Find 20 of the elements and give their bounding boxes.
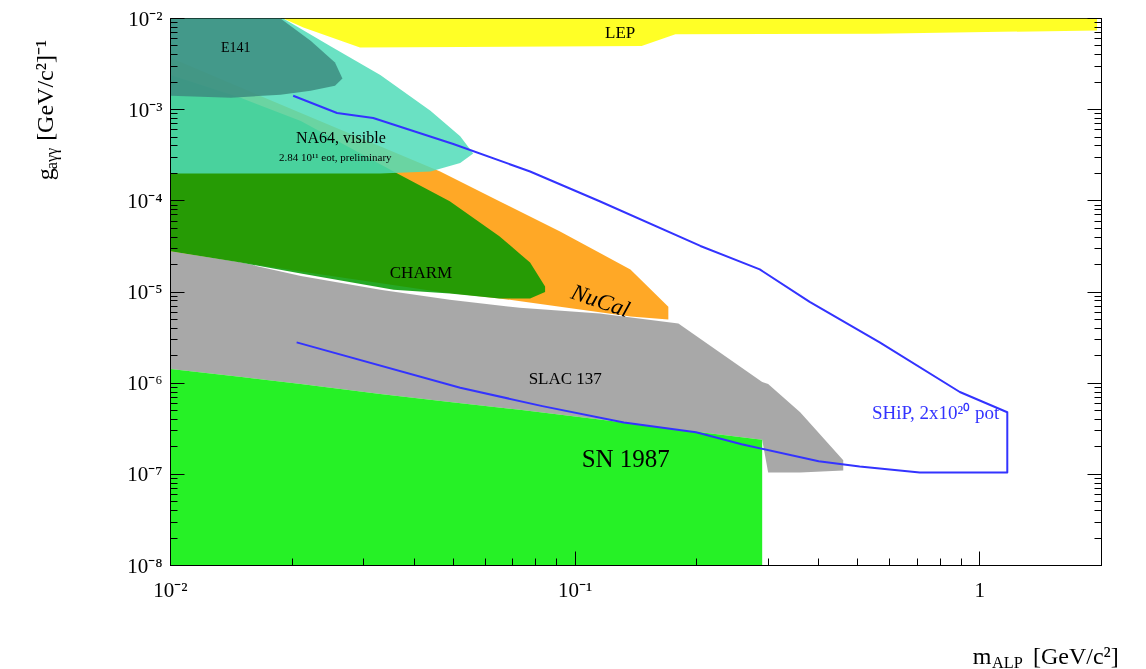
x-tick-label: 10⁻² [153,577,188,602]
x-tick-label: 10⁻¹ [557,577,593,602]
annotation: 2.84 10¹¹ eot, preliminary [278,151,393,164]
y-tick-label: 10⁻³ [128,97,163,122]
x-tick-label: 1 [974,577,985,602]
series-label: SHiP, 2x10²⁰ pot [872,401,1001,423]
y-tick-label: 10⁻⁵ [127,280,163,304]
y-tick-label: 10⁻⁴ [127,188,163,213]
annotation: NuCal [567,278,634,323]
y-tick-label: 10⁻⁶ [127,371,163,396]
y-tick-label: 10⁻² [128,6,163,31]
annotation: SLAC 137 [528,368,603,388]
y-axis-title: gaγγ [GeV/c²]⁻¹ [31,39,61,181]
annotation: E141 [220,39,251,55]
annotation: SN 1987 [581,444,670,472]
y-tick-label: 10⁻⁷ [127,462,163,487]
annotation: NA64, visible [295,129,386,147]
y-tick-label: 10⁻⁸ [127,553,163,578]
annotation: CHARM [389,262,453,282]
annotation: LEP [605,23,636,43]
